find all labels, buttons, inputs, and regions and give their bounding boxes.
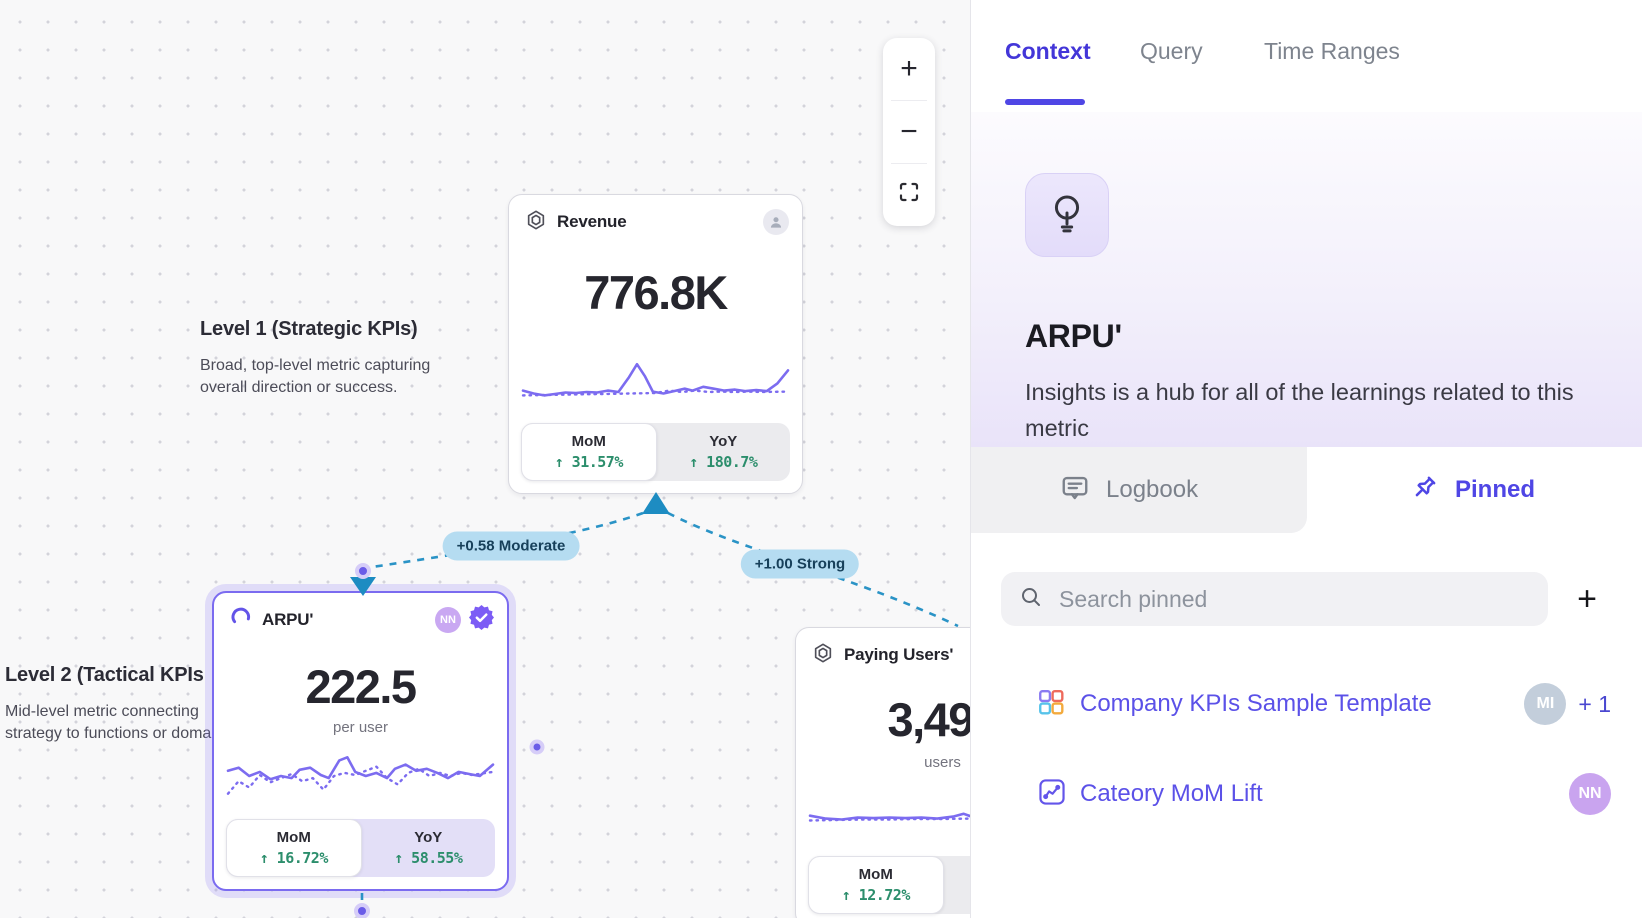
inactive-tab-background [971,447,1307,533]
card-title: Paying Users' [844,645,954,664]
canvas-zoom-toolbar: + − [883,38,935,226]
level-1-desc-line1: Broad, top-level metric capturing [200,357,431,374]
metric-tree-canvas[interactable]: Level 1 (Strategic KPIs) Broad, top-leve… [0,0,970,918]
mom-value: ↑ 16.72% [259,849,329,867]
pinned-search-row: + [971,572,1642,626]
search-icon [1019,585,1043,614]
level-1-title: Level 1 (Strategic KPIs) [200,318,418,340]
logbook-pinned-tab-bar: Logbook Pinned [971,447,1642,533]
hexagon-icon [812,642,834,669]
additional-collaborators-count: + 1 [1578,690,1611,717]
level-1-annotation: Level 1 (Strategic KPIs) Broad, top-leve… [200,318,430,399]
tab-query[interactable]: Query [1140,38,1203,64]
level-2-desc-line1: Mid-level metric connecting [5,703,199,720]
connection-handle-dot-arpu-right[interactable] [529,739,545,755]
verified-badge-icon [469,605,494,635]
mom-value: ↑ 31.57% [554,453,624,471]
active-tab-underline [1005,99,1085,105]
arc-metric-icon [230,607,252,634]
sparkline-chart [521,357,790,405]
fit-view-button[interactable] [883,164,935,226]
zoom-in-button[interactable]: + [883,38,935,100]
fit-view-icon [897,178,921,212]
pinned-item-label[interactable]: Cateory MoM Lift [1080,780,1263,807]
sparkline-chart [226,749,495,801]
panel-tab-bar: Context Query Time Ranges [971,0,1642,112]
chart-icon [1037,777,1067,812]
metric-hero: ARPU' Insights is a hub for all of the l… [971,112,1642,447]
yoy-label: YoY [709,433,738,450]
metric-unit: users [924,754,961,771]
search-input[interactable] [1059,585,1530,613]
correlation-label-moderate[interactable]: +0.58 Moderate [442,531,580,561]
avatar-mi: MI [1524,683,1567,725]
pinned-label: Pinned [1455,476,1536,503]
tab-logbook[interactable]: Logbook [1060,447,1198,533]
logbook-comment-icon [1060,473,1090,508]
metric-value: 776.8K [584,266,728,319]
tab-context[interactable]: Context [1005,38,1091,64]
metric-unit: per user [332,719,389,736]
connection-handle-dot-arpu-top[interactable] [355,563,371,579]
insight-icon-tile [1025,173,1109,257]
pinned-search-field[interactable] [1001,572,1548,626]
pinned-item-company-kpis[interactable]: Company KPIs Sample Template MI + 1 [971,680,1642,728]
yoy-value: ↑ 180.7% [689,453,758,471]
pushpin-icon [1409,473,1439,508]
mom-value: ↑ 12.72% [841,886,911,904]
level-2-desc-line2: strategy to functions or doma [5,725,212,742]
pinned-item-cateory-mom-lift[interactable]: Cateory MoM Lift NN [971,770,1642,818]
mom-label: MoM [858,866,893,883]
connection-handle-dot-arpu-bottom[interactable] [354,903,370,918]
yoy-label: YoY [414,829,443,846]
metric-value: 222.5 [305,660,417,713]
yoy-value: ↑ 58.55% [394,849,463,867]
level-2-annotation: Level 2 (Tactical KPIs Mid-level metric … [5,664,211,745]
mom-label: MoM [276,829,311,846]
period-toggle: MoM ↑ 16.72% YoY ↑ 58.55% [226,819,495,877]
template-grid-icon [1037,688,1065,721]
period-toggle: MoM ↑ 12.72% [808,856,970,914]
yoy-segment[interactable]: YoY ↑ 58.55% [362,819,496,877]
level-2-title: Level 2 (Tactical KPIs [5,664,204,686]
metric-card-paying-users[interactable]: Paying Users' 3,497 users MoM ↑ 12.72% [795,627,970,918]
card-title: ARPU' [262,610,314,629]
pinned-item-label[interactable]: Company KPIs Sample Template [1080,690,1432,717]
mom-segment[interactable]: MoM ↑ 16.72% [226,819,362,877]
avatar-nn: NN [1569,773,1611,815]
add-pinned-button[interactable]: + [1565,577,1609,621]
metric-value: 3,497 [887,693,970,746]
mom-segment[interactable]: MoM ↑ 31.57% [521,423,657,481]
lightbulb-icon [1048,192,1086,239]
yoy-segment[interactable] [944,856,971,914]
mom-segment[interactable]: MoM ↑ 12.72% [808,856,944,914]
yoy-segment[interactable]: YoY ↑ 180.7% [657,423,791,481]
context-side-panel: Context Query Time Ranges ARPU' Insights… [970,0,1642,918]
collaborator-avatar: NN [435,607,461,633]
owner-avatar-icon [763,209,789,235]
level-1-desc-line2: overall direction or success. [200,379,398,396]
logbook-label: Logbook [1106,476,1199,503]
correlation-label-strong[interactable]: +1.00 Strong [740,549,860,579]
panel-metric-description: Insights is a hub for all of the learnin… [1025,379,1574,441]
panel-metric-title: ARPU' [1025,318,1122,354]
metric-card-arpu[interactable]: ARPU' NN 222.5 per user MoM ↑ 16.72% YoY [212,591,509,891]
zoom-out-button[interactable]: − [883,101,935,163]
tab-time-ranges[interactable]: Time Ranges [1264,38,1400,64]
period-toggle: MoM ↑ 31.57% YoY ↑ 180.7% [521,423,790,481]
mom-label: MoM [571,433,606,450]
edge-arrowhead-up-revenue [642,492,670,514]
card-title: Revenue [557,212,627,231]
tab-pinned[interactable]: Pinned [1409,447,1535,533]
metric-card-revenue[interactable]: Revenue 776.8K MoM ↑ 31.57% YoY ↑ 180.7% [508,194,803,494]
hexagon-icon [525,209,547,236]
sparkline-chart [808,784,970,832]
